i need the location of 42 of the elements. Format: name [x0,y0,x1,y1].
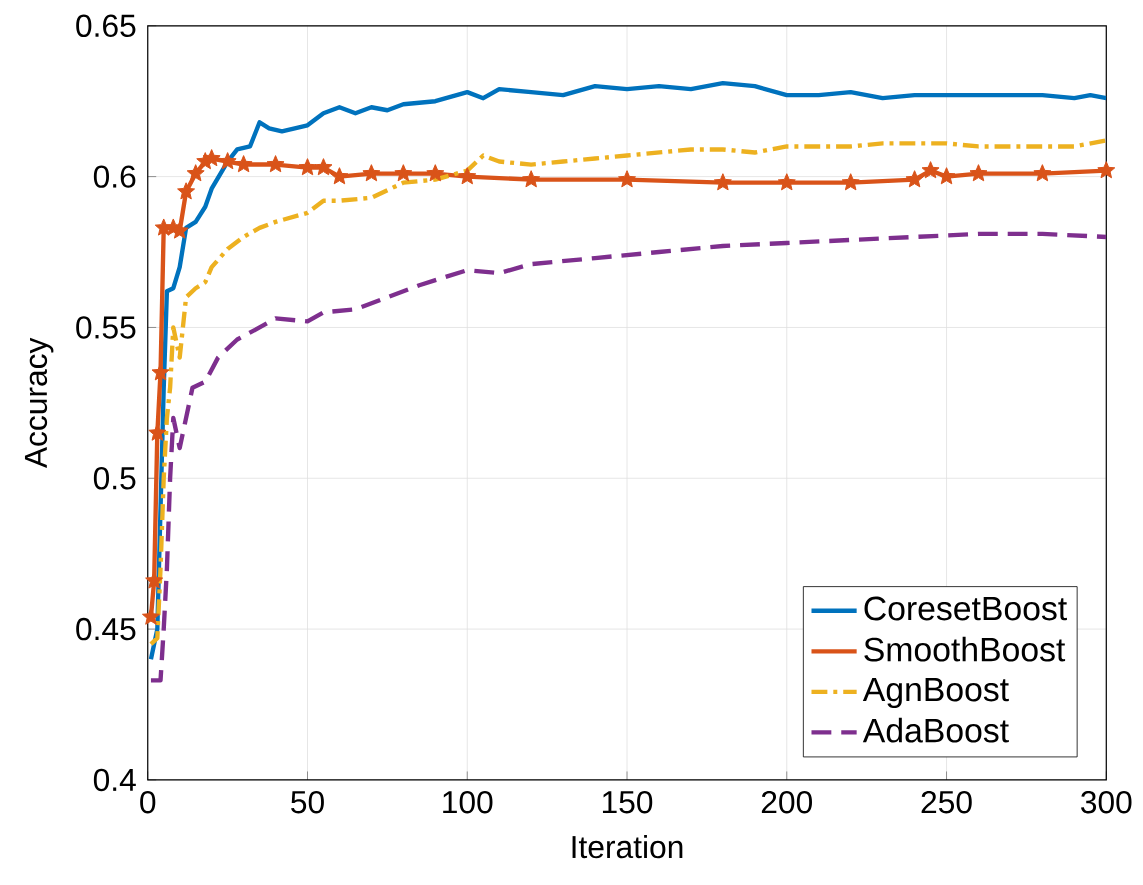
point [1097,161,1116,179]
point [618,170,637,188]
point [841,173,860,191]
y-axis-title: Accuracy [24,337,54,469]
point [234,155,253,173]
point [186,164,205,182]
y-tick-label: 0.55 [76,316,136,339]
y-tick-label: 0.4 [93,768,136,792]
point [202,149,221,167]
point [394,164,413,182]
point [266,155,285,173]
legend-label: SmoothBoost [864,636,1066,662]
point [1033,164,1052,182]
x-tick-label: 100 [443,790,493,814]
point [458,167,477,185]
x-axis-title: Iteration [572,834,683,859]
y-tick-label: 0.5 [93,466,136,490]
point [426,164,445,182]
legend-label: AdaBoost [862,717,1009,743]
point [314,158,333,176]
x-tick-label: 300 [1081,790,1132,814]
y-tick-label: 0.6 [93,165,136,188]
point [522,170,541,188]
x-tick-label: 0 [140,790,156,814]
x-tick-label: 50 [291,790,324,814]
point [141,607,160,625]
legend-label: AgnBoost [862,677,1009,709]
point [905,170,924,188]
point [713,173,732,191]
point [777,173,796,191]
x-tick-label: 250 [921,790,972,814]
y-tick-label: 0.45 [76,617,136,641]
point [969,164,988,182]
legend-label: CoresetBoost [864,596,1067,621]
point [362,164,381,182]
y-tick-label: 0.65 [76,14,136,37]
x-tick-label: 150 [602,790,653,814]
x-tick-label: 200 [761,790,812,814]
point [298,158,317,176]
point [921,161,940,179]
point [330,167,349,185]
point [177,182,196,200]
